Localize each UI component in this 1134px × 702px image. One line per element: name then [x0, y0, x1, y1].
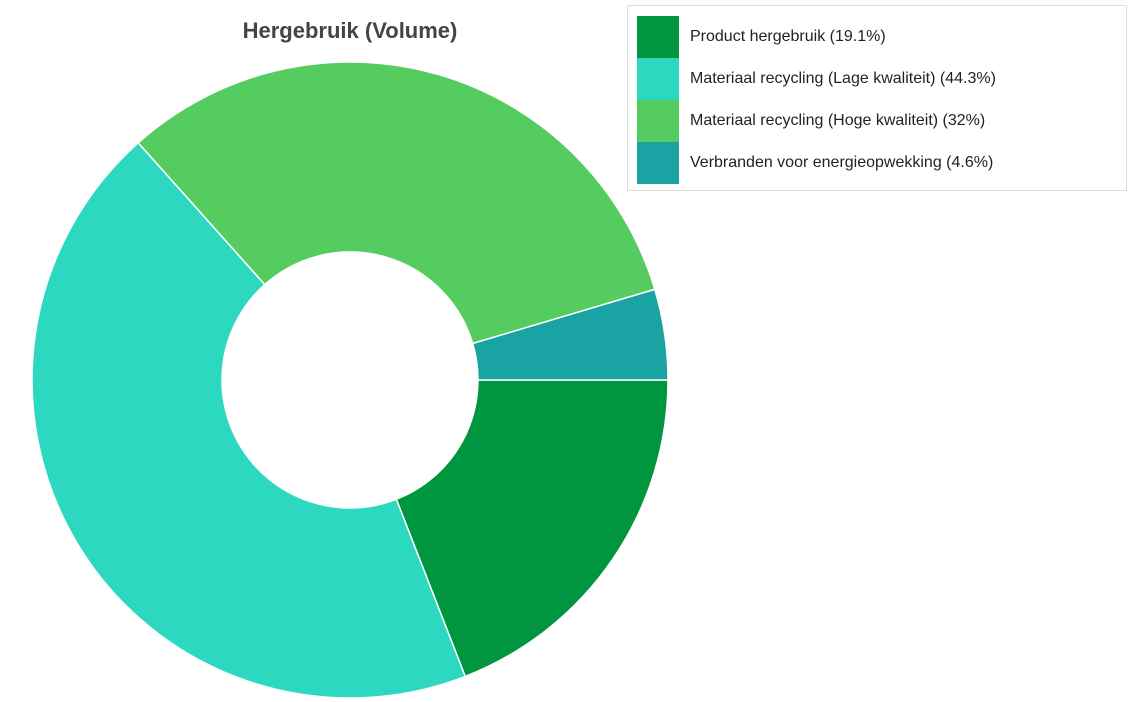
legend-swatch [637, 100, 679, 142]
donut-slice [31, 141, 467, 699]
legend-swatch [637, 58, 679, 100]
legend-label: Verbranden voor energieopwekking (4.6%) [690, 154, 993, 171]
legend-label: Product hergebruik (19.1%) [690, 28, 886, 45]
chart-title: Hergebruik (Volume) [243, 18, 458, 43]
legend-label: Materiaal recycling (Lage kwaliteit) (44… [690, 70, 996, 87]
donut-slice [395, 379, 669, 678]
donut-slice [137, 61, 656, 345]
legend-swatch [637, 16, 679, 58]
legend-label: Materiaal recycling (Hoge kwaliteit) (32… [690, 112, 985, 129]
legend-box [627, 5, 1127, 191]
legend-swatch [637, 142, 679, 184]
donut-slice [471, 288, 669, 381]
